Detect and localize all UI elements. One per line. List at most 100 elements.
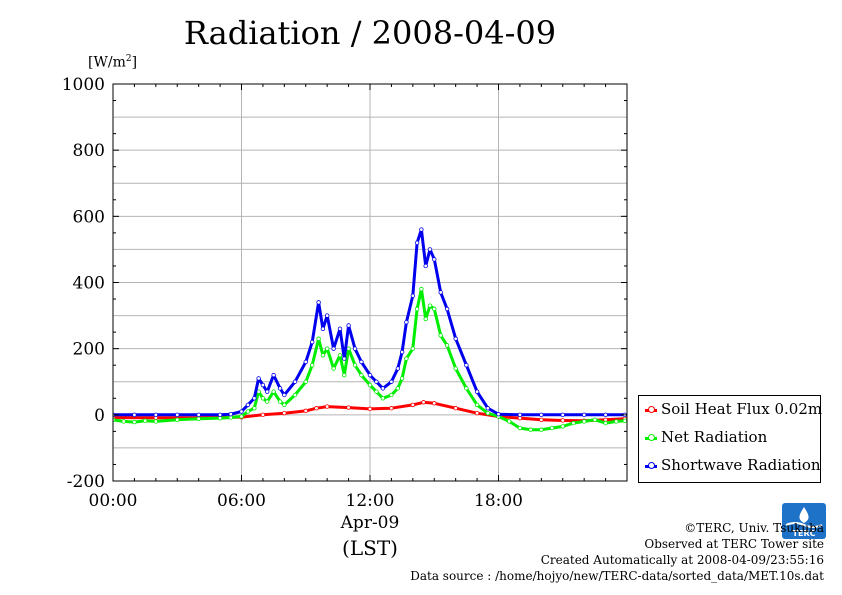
chart-title: Radiation / 2008-04-09 [183,14,557,52]
data-point [549,425,555,431]
legend-label: Shortwave Radiation [661,456,821,474]
data-point [324,346,330,351]
data-point [282,392,287,398]
x-axis-date-label: Apr-09 [340,513,400,533]
data-point [438,290,443,295]
data-point [367,406,373,412]
data-point [316,336,321,341]
footer-copyright: ©TERC, Univ. Tsukuba [684,521,824,535]
data-point [324,313,330,318]
data-point [453,366,458,371]
data-point [142,418,148,423]
data-point [389,379,394,384]
data-point [432,401,437,406]
data-point [342,372,347,378]
data-point [320,353,326,358]
y-tick-label: 400 [73,274,105,294]
legend-marker-icon [648,406,655,413]
legend-label: Net Radiation [661,428,768,446]
data-point [217,412,223,418]
data-point [352,346,358,351]
data-point [380,396,386,401]
data-point [453,336,458,341]
data-point [410,402,416,408]
series-group [113,286,627,432]
data-point [581,412,587,418]
y-tick-label: 600 [73,207,105,227]
data-point [464,386,469,391]
data-point [404,320,409,325]
x-tick-label: 18:00 [474,491,523,511]
data-point [121,419,126,424]
data-point [277,399,283,404]
data-point [421,400,426,405]
footer-source: Data source : /home/hojyo/new/TERC-data/… [410,569,824,583]
data-point [282,402,287,408]
data-point [380,386,386,391]
data-point [560,418,565,423]
data-point [282,410,287,416]
data-point [359,359,364,365]
legend-label: Soil Heat Flux 0.02m [661,400,823,418]
data-point [303,359,308,365]
data-point [260,412,266,418]
data-point [239,409,244,414]
data-point [331,366,336,371]
data-point [153,419,159,424]
data-point [196,416,201,422]
y-tick-label: 0 [94,406,105,426]
data-point [410,346,416,351]
data-point [252,406,257,411]
data-point [399,376,405,381]
data-point [427,247,433,252]
data-point [622,418,627,423]
data-point [153,412,159,418]
data-point [331,346,336,351]
data-point [175,417,180,422]
logo-text: TERC [793,529,816,538]
data-point [271,389,276,394]
data-point [423,316,428,322]
legend-marker-icon [648,434,655,441]
data-point [404,356,409,361]
data-point [571,420,576,426]
data-point [303,379,308,384]
data-point [309,339,315,345]
data-point [432,257,437,262]
data-point [292,379,298,384]
data-point [419,286,424,292]
terc-logo-icon: TERC [782,503,826,539]
data-point [444,343,450,348]
data-point [228,411,233,417]
data-point [374,389,379,394]
series-line [113,400,625,423]
data-point [346,323,351,328]
data-point [256,376,261,381]
data-point [239,414,244,419]
footer-created: Created Automatically at 2008-04-09/23:5… [540,553,824,567]
x-tick-label: 00:00 [89,491,138,511]
data-point [474,402,480,408]
x-tick-label: 06:00 [217,491,266,511]
data-point [453,406,458,411]
data-point [581,419,587,424]
data-point [485,406,490,411]
data-point [410,293,416,298]
footer-info: ©TERC, Univ. Tsukuba Observed at TERC To… [410,520,824,584]
data-point [395,386,401,391]
data-point [359,372,364,378]
y-axis-unit: [W/m2] [88,54,138,71]
data-point [395,366,401,371]
data-point [432,306,437,312]
data-point [245,402,251,408]
data-point [346,346,351,351]
data-point [374,379,379,384]
data-point [517,425,523,431]
data-point [423,263,428,269]
data-point [496,411,501,417]
data-point [560,424,565,429]
data-point [539,417,544,422]
data-point [196,412,201,418]
data-point [309,363,315,368]
x-tick-label: 12:00 [346,491,395,511]
